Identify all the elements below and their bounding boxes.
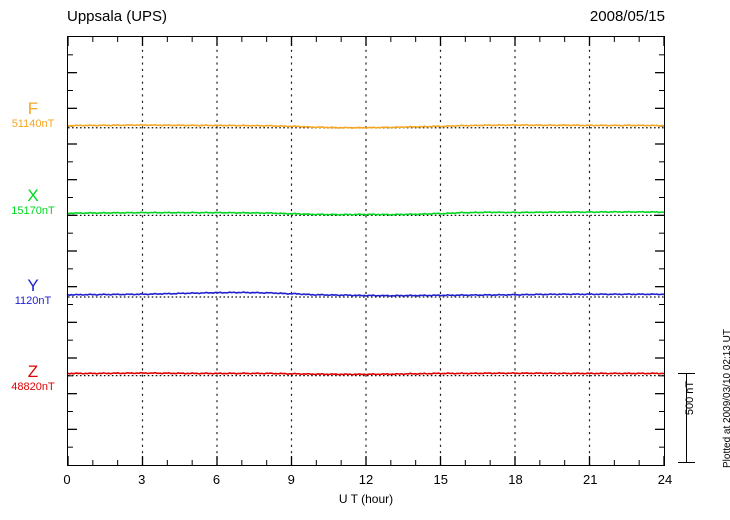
- x-tick-label-3: 3: [138, 472, 146, 487]
- x-axis-title: U T (hour): [338, 492, 394, 506]
- x-tick-label-9: 9: [287, 472, 295, 487]
- scale-bar-line: [686, 373, 688, 463]
- component-label-x: X 15170nT: [0, 187, 66, 217]
- plotted-at-caption: Plotted at 2009/03/10 02:13 UT: [722, 329, 730, 468]
- chart-date: 2008/05/15: [589, 8, 665, 25]
- x-tick-label-12: 12: [358, 472, 374, 487]
- x-tick-label-24: 24: [657, 472, 673, 487]
- component-letter-x: X: [27, 186, 39, 205]
- component-value-y: 1120nT: [14, 294, 52, 307]
- plot-canvas: [68, 37, 664, 465]
- trace-lines: [68, 123, 664, 376]
- x-tick-label-0: 0: [63, 472, 71, 487]
- component-value-x: 15170nT: [11, 204, 55, 217]
- x-tick-label-6: 6: [212, 472, 221, 487]
- scale-bar-label: 500 nT: [684, 380, 696, 416]
- plot-frame: [67, 36, 665, 466]
- component-letter-f: F: [27, 99, 39, 118]
- component-label-y: Y 1120nT: [0, 277, 66, 307]
- trace-y: [68, 291, 664, 297]
- component-value-f: 51140nT: [11, 117, 55, 130]
- trace-z: [68, 371, 664, 376]
- scale-bar: [678, 373, 696, 463]
- component-value-z: 48820nT: [11, 380, 55, 393]
- component-letter-y: Y: [27, 276, 39, 295]
- component-label-z: Z 48820nT: [0, 363, 66, 393]
- axis-tick-marks: [68, 37, 664, 465]
- page-title: Uppsala (UPS): [67, 8, 168, 25]
- x-tick-label-21: 21: [583, 472, 598, 487]
- trace-f: [68, 123, 664, 129]
- vertical-gridlines: [141, 37, 591, 465]
- x-tick-label-15: 15: [433, 472, 448, 487]
- component-label-f: F 51140nT: [0, 100, 66, 130]
- component-letter-z: Z: [27, 362, 39, 381]
- scale-bar-bottom-cap: [678, 461, 695, 463]
- x-tick-label-18: 18: [508, 472, 523, 487]
- trace-x: [68, 210, 664, 216]
